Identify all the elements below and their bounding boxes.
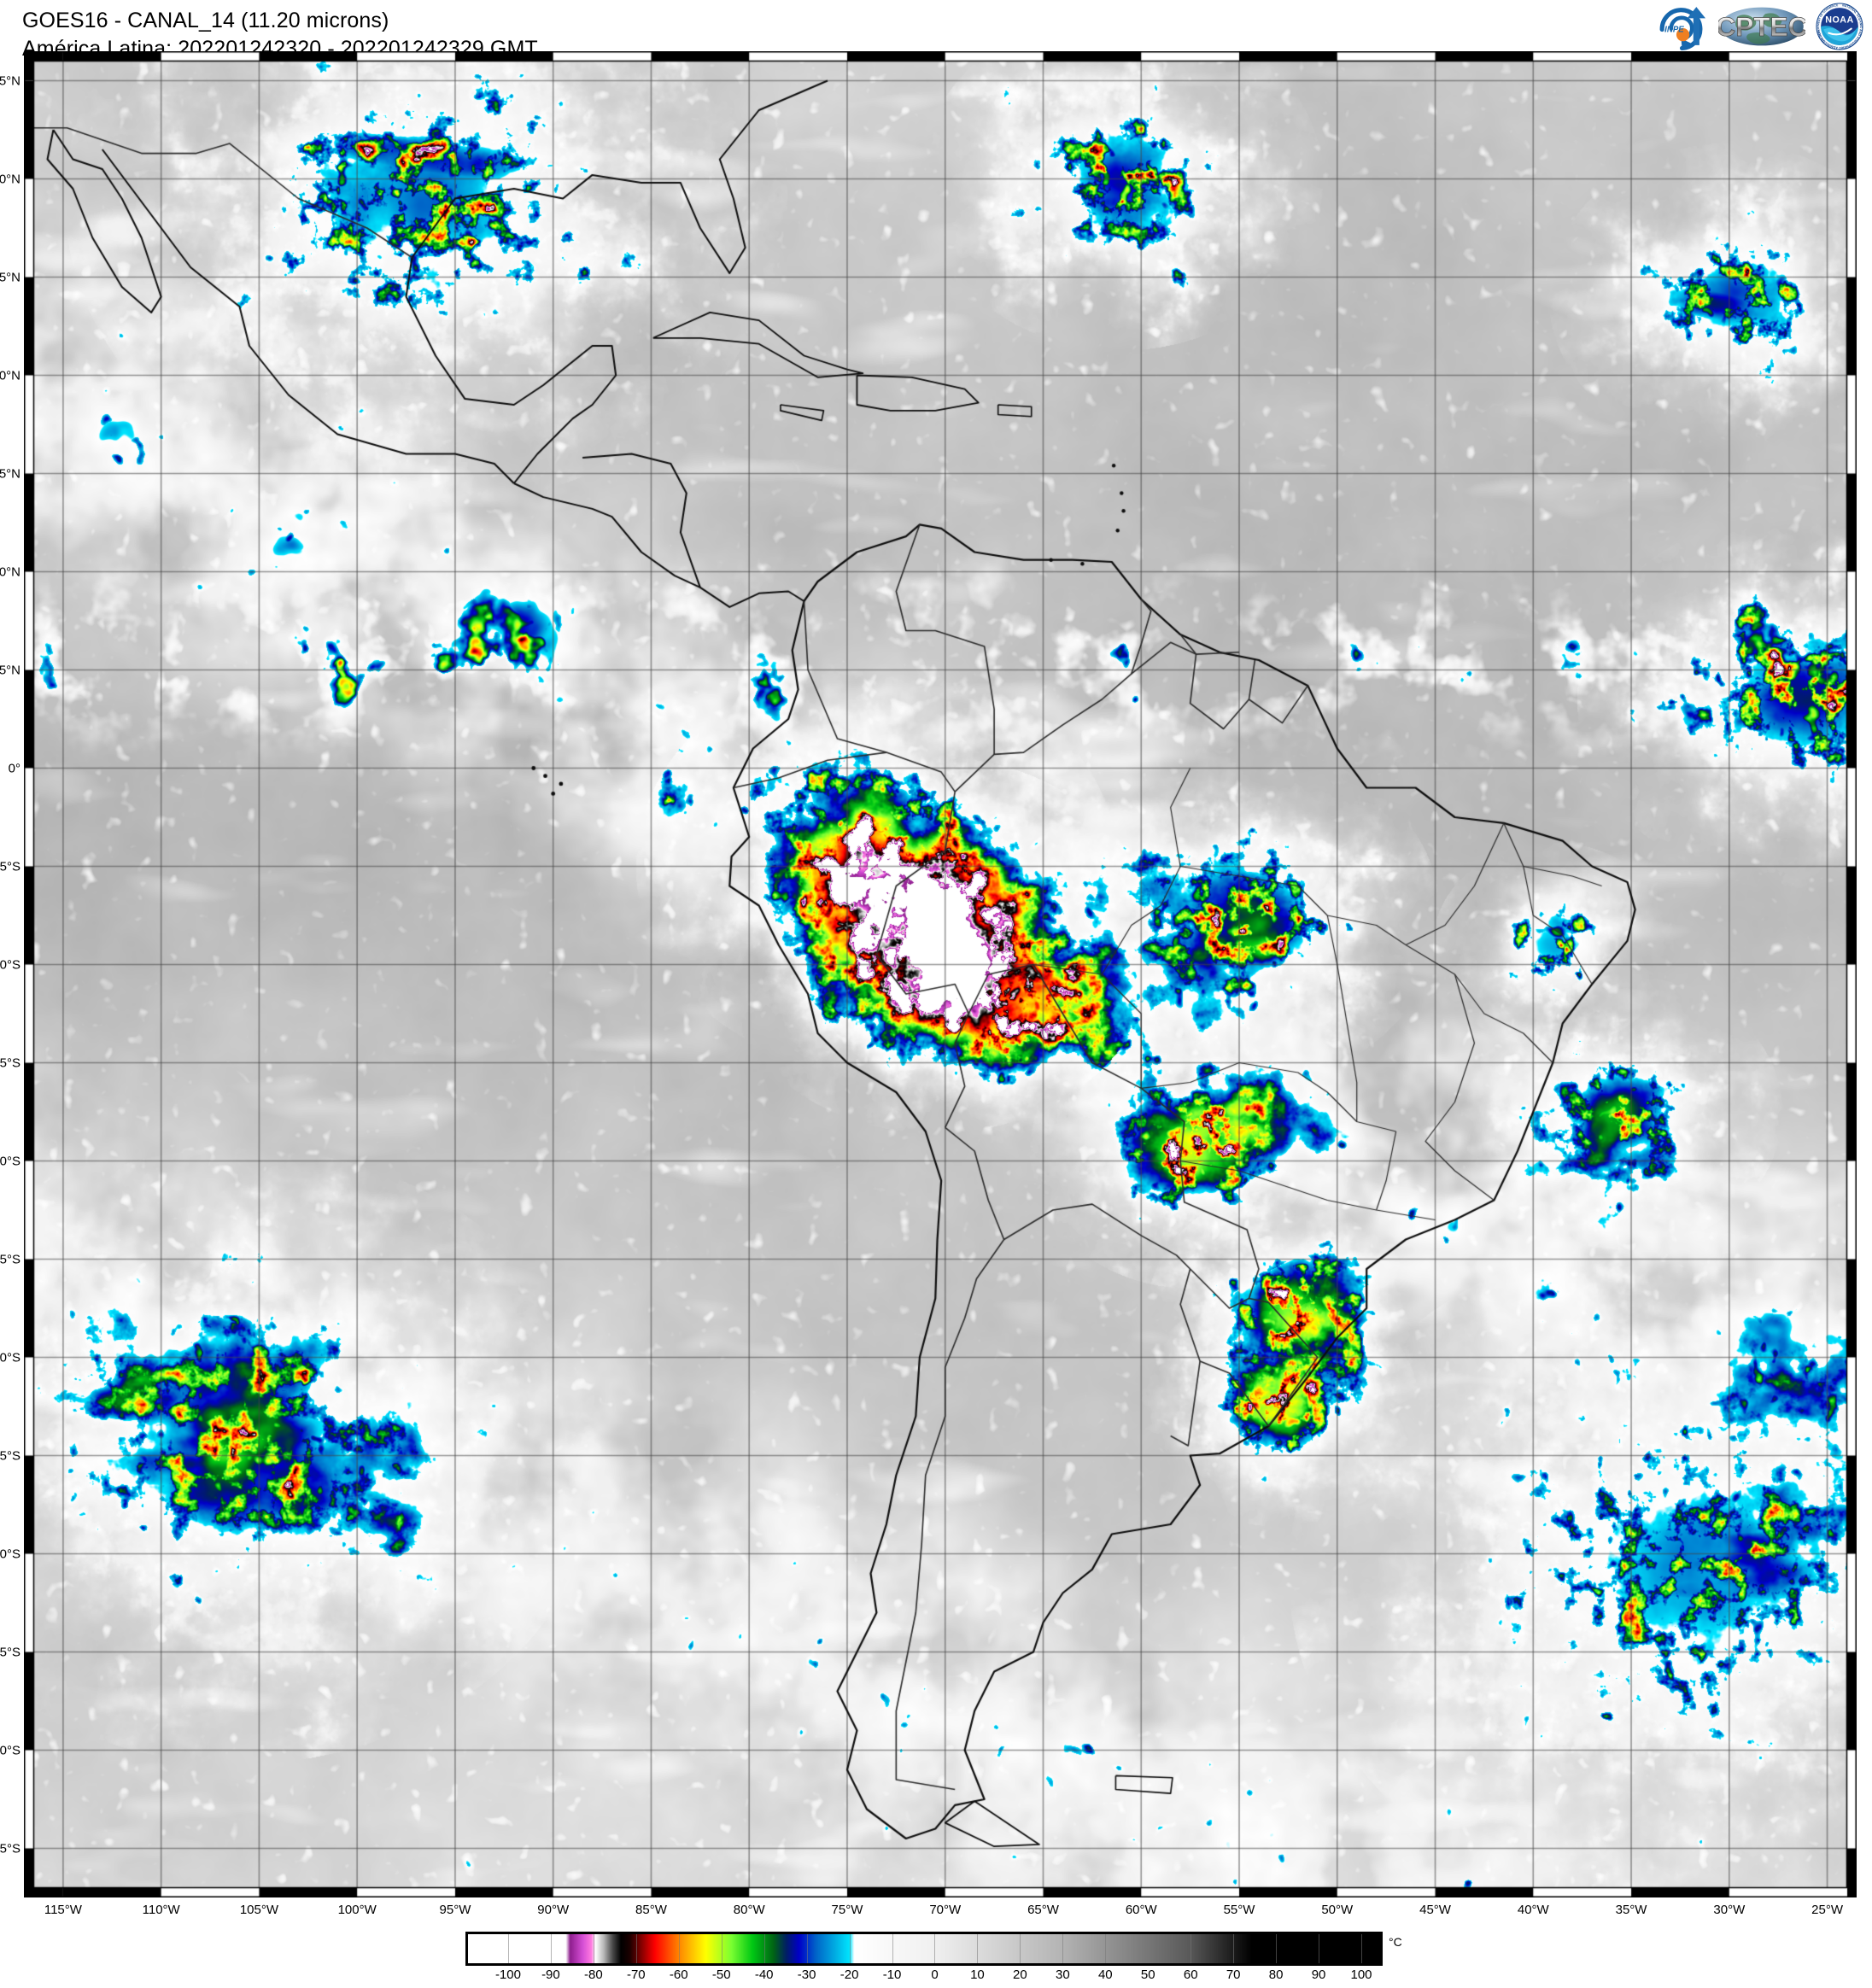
lat-tick-label: 35°N	[0, 73, 20, 88]
lon-tick-label: 115°W	[44, 1903, 82, 1917]
colorbar-tick: -20	[839, 1968, 859, 1982]
svg-text:INPE: INPE	[1664, 26, 1684, 35]
lat-tick-label: 20°S	[0, 1154, 20, 1168]
colorbar-tick: 80	[1268, 1968, 1284, 1982]
colorbar-gradient-canvas	[468, 1934, 1380, 1963]
colorbar-tick: 50	[1140, 1968, 1155, 1982]
lat-tick-label: 15°S	[0, 1055, 20, 1070]
lat-tick-label: 50°S	[0, 1743, 20, 1757]
lon-tick-label: 90°W	[537, 1903, 570, 1917]
lon-tick-label: 75°W	[831, 1903, 863, 1917]
colorbar-tick: 0	[931, 1968, 939, 1982]
longitude-axis: 115°W 110°W 105°W 100°W 95°W 90°W 85°W 80°W 75°W…	[24, 1897, 1857, 1927]
lat-tick-label: 25°N	[0, 270, 20, 284]
lat-tick-label: 25°S	[0, 1252, 20, 1266]
header: GOES16 - CANAL_14 (11.20 microns) Améric…	[0, 0, 1872, 61]
lat-tick-label: 55°S	[0, 1841, 20, 1856]
lon-tick-label: 100°W	[337, 1903, 377, 1917]
svg-text:NOAA: NOAA	[1825, 15, 1854, 25]
latitude-axis: 35°N 30°N 25°N 20°N 15°N 10°N 5°N 0° 5°S 10°S 15°S…	[0, 51, 24, 1897]
colorbar-tick: 30	[1056, 1968, 1070, 1982]
colorbar-tick: -30	[797, 1968, 816, 1982]
lon-tick-label: 80°W	[733, 1903, 765, 1917]
lat-tick-label: 0°	[8, 761, 20, 775]
lon-tick-label: 85°W	[635, 1903, 667, 1917]
lat-tick-label: 15°N	[0, 466, 20, 481]
colorbar-tick: -90	[541, 1968, 560, 1982]
colorbar-tick: -50	[711, 1968, 731, 1982]
colorbar-tick: -70	[626, 1968, 646, 1982]
colorbar-tick: 20	[1013, 1968, 1027, 1982]
colorbar-tick: -100	[494, 1968, 521, 1982]
lat-tick-label: 20°N	[0, 368, 20, 383]
lon-tick-label: 55°W	[1223, 1903, 1255, 1917]
temperature-colorbar: -100 -90 -80 -70 -60 -50 -40 -30 -20 -10 0 10 20 30 40…	[0, 1932, 1872, 1988]
lon-tick-label: 110°W	[142, 1903, 180, 1917]
colorbar-unit-label: °C	[1389, 1935, 1402, 1949]
cptec-logo: CPTEC	[1718, 7, 1805, 46]
infrared-imagery-canvas[interactable]	[24, 51, 1857, 1897]
lon-tick-label: 30°W	[1713, 1903, 1746, 1917]
lon-tick-label: 25°W	[1811, 1903, 1843, 1917]
lat-tick-label: 5°S	[0, 859, 20, 874]
lat-tick-label: 10°N	[0, 564, 20, 579]
lon-tick-label: 50°W	[1321, 1903, 1354, 1917]
colorbar-tick: 100	[1350, 1968, 1372, 1982]
noaa-logo: NOAA NATIONAL OCEANIC AND ATMOSPHERIC AD…	[1816, 3, 1863, 50]
colorbar-tick: -80	[584, 1968, 603, 1982]
lon-tick-label: 105°W	[239, 1903, 279, 1917]
lon-tick-label: 95°W	[439, 1903, 471, 1917]
colorbar-swatch	[465, 1932, 1383, 1966]
colorbar-tick: -40	[754, 1968, 774, 1982]
colorbar-tick: 90	[1311, 1968, 1326, 1982]
product-title: GOES16 - CANAL_14 (11.20 microns)	[22, 9, 389, 32]
lat-tick-label: 30°S	[0, 1350, 20, 1365]
lat-tick-label: 5°N	[0, 663, 20, 677]
colorbar-tick-labels: -100 -90 -80 -70 -60 -50 -40 -30 -20 -10 0 10 20 30 40…	[465, 1966, 1383, 1988]
colorbar-tick: 10	[970, 1968, 985, 1982]
lon-tick-label: 70°W	[929, 1903, 962, 1917]
lon-tick-label: 45°W	[1419, 1903, 1451, 1917]
lat-tick-label: 35°S	[0, 1448, 20, 1463]
satellite-map[interactable]	[24, 51, 1857, 1897]
colorbar-tick: 70	[1226, 1968, 1241, 1982]
lon-tick-label: 60°W	[1125, 1903, 1157, 1917]
lat-tick-label: 10°S	[0, 957, 20, 972]
svg-text:CPTEC: CPTEC	[1718, 11, 1805, 42]
lon-tick-label: 40°W	[1517, 1903, 1549, 1917]
colorbar-tick: -60	[669, 1968, 688, 1982]
logo-group: INPE CPTEC	[1656, 2, 1863, 51]
lon-tick-label: 35°W	[1615, 1903, 1647, 1917]
colorbar-tick: 60	[1183, 1968, 1198, 1982]
colorbar-tick: 40	[1097, 1968, 1113, 1982]
lat-tick-label: 30°N	[0, 172, 20, 186]
colorbar-tick: -10	[882, 1968, 902, 1982]
lat-tick-label: 40°S	[0, 1547, 20, 1561]
inpe-logo: INPE	[1659, 7, 1706, 50]
lon-tick-label: 65°W	[1027, 1903, 1059, 1917]
lat-tick-label: 45°S	[0, 1645, 20, 1659]
